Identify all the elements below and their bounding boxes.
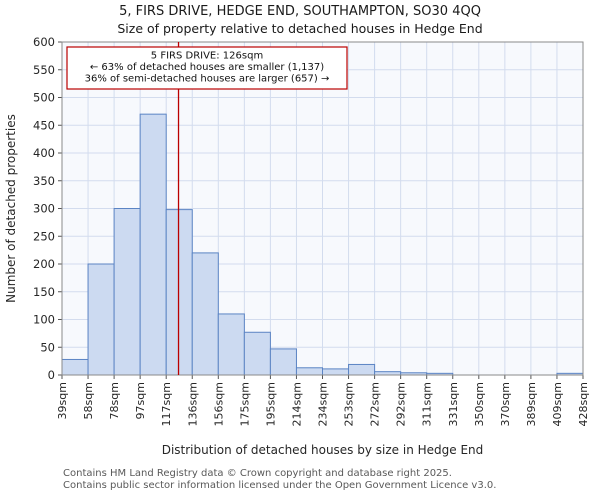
x-tick-label: 409sqm — [551, 382, 564, 426]
x-tick-label: 272sqm — [369, 382, 382, 426]
annotation-box — [66, 46, 348, 90]
annotation-line: 5 FIRS DRIVE: 126sqm — [151, 51, 263, 62]
y-tick-label: 0 — [48, 368, 55, 382]
histogram-bar — [269, 348, 297, 376]
y-tick-label: 400 — [33, 146, 55, 160]
y-tick-label: 50 — [40, 340, 55, 354]
x-tick-label: 195sqm — [264, 382, 277, 426]
y-tick-label: 100 — [33, 313, 55, 327]
x-tick-label: 175sqm — [238, 382, 251, 426]
annotation-line: ← 63% of detached houses are smaller (1,… — [90, 62, 324, 73]
footer-line1: Contains HM Land Registry data © Crown c… — [63, 468, 452, 479]
x-tick-label: 428sqm — [577, 382, 590, 426]
chart-title: 5, FIRS DRIVE, HEDGE END, SOUTHAMPTON, S… — [119, 4, 481, 19]
x-tick-label: 97sqm — [134, 382, 147, 419]
histogram-bar — [61, 358, 89, 376]
x-tick-label: 370sqm — [499, 382, 512, 426]
x-tick-label: 156sqm — [212, 382, 225, 426]
histogram-bar — [139, 113, 167, 376]
histogram-bar — [191, 252, 219, 376]
histogram-bar — [322, 368, 350, 376]
footer-line2: Contains public sector information licen… — [63, 479, 497, 491]
y-tick-label: 450 — [33, 118, 55, 132]
histogram-bar — [243, 331, 271, 376]
annotation-line: 36% of semi-detached houses are larger (… — [85, 74, 330, 85]
x-tick-label: 136sqm — [186, 382, 199, 426]
y-tick-label: 350 — [33, 174, 55, 188]
y-tick-label: 300 — [33, 202, 55, 216]
x-tick-label: 292sqm — [395, 382, 408, 426]
histogram-bar — [87, 263, 115, 376]
histogram-bar — [217, 313, 245, 376]
x-tick-label: 234sqm — [317, 382, 330, 426]
y-tick-label: 200 — [33, 257, 55, 271]
histogram-bar — [295, 367, 324, 376]
x-tick-label: 331sqm — [447, 382, 460, 426]
y-tick-label: 250 — [33, 229, 55, 243]
attribution-footer: Contains HM Land Registry data © Crown c… — [63, 468, 496, 491]
x-tick-label: 350sqm — [473, 382, 486, 426]
histogram-bar — [165, 209, 193, 376]
x-tick-label: 311sqm — [421, 382, 434, 426]
x-tick-label: 389sqm — [525, 382, 538, 426]
x-axis-label: Distribution of detached houses by size … — [162, 443, 484, 457]
x-tick-label: 78sqm — [108, 382, 121, 419]
y-tick-label: 550 — [33, 63, 55, 77]
x-tick-label: 58sqm — [82, 382, 95, 419]
histogram-bar — [113, 208, 141, 376]
y-tick-label: 500 — [33, 91, 55, 105]
x-tick-label: 253sqm — [343, 382, 356, 426]
chart-subtitle: Size of property relative to detached ho… — [117, 21, 483, 36]
y-tick-label: 600 — [33, 35, 55, 49]
x-tick-label: 214sqm — [290, 382, 303, 426]
plot-frame — [61, 41, 584, 376]
histogram-bar — [348, 363, 376, 376]
x-tick-label: 39sqm — [56, 382, 69, 419]
y-axis-label: Number of detached properties — [4, 114, 18, 303]
y-tick-label: 150 — [33, 285, 55, 299]
x-tick-label: 117sqm — [160, 382, 173, 426]
